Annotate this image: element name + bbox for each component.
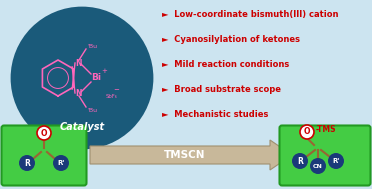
Text: TMSCN: TMSCN: [164, 150, 206, 160]
Text: SbF₆: SbF₆: [106, 94, 118, 98]
Text: 'Bu: 'Bu: [87, 43, 97, 49]
Text: 'Bu: 'Bu: [87, 108, 97, 112]
Text: ►  Broad substrate scope: ► Broad substrate scope: [162, 85, 281, 94]
Text: ►  Low-coordinate bismuth(III) cation: ► Low-coordinate bismuth(III) cation: [162, 10, 339, 19]
Text: ►  Mechanistic studies: ► Mechanistic studies: [162, 110, 268, 119]
Text: N: N: [75, 88, 81, 98]
Circle shape: [12, 8, 152, 148]
Text: +: +: [101, 68, 107, 74]
Text: O: O: [41, 129, 47, 138]
Text: ►  Mild reaction conditions: ► Mild reaction conditions: [162, 60, 289, 69]
Text: R: R: [297, 156, 303, 166]
Circle shape: [53, 155, 69, 171]
Text: CN: CN: [313, 163, 323, 169]
Polygon shape: [90, 140, 292, 170]
Circle shape: [19, 155, 35, 171]
FancyBboxPatch shape: [1, 125, 87, 185]
Circle shape: [37, 126, 51, 140]
Text: Bi: Bi: [91, 74, 101, 83]
Text: ►  Cyanosilylation of ketones: ► Cyanosilylation of ketones: [162, 35, 300, 44]
Text: Catalyst: Catalyst: [60, 122, 105, 132]
Circle shape: [300, 125, 314, 139]
Circle shape: [292, 153, 308, 169]
Text: R: R: [24, 159, 30, 167]
Text: −: −: [113, 87, 119, 93]
Text: R': R': [57, 160, 65, 166]
FancyBboxPatch shape: [279, 125, 371, 185]
Text: R': R': [332, 158, 340, 164]
Circle shape: [310, 158, 326, 174]
Text: -TMS: -TMS: [316, 125, 337, 135]
Text: N: N: [75, 59, 81, 67]
Circle shape: [328, 153, 344, 169]
Text: O: O: [304, 128, 310, 136]
